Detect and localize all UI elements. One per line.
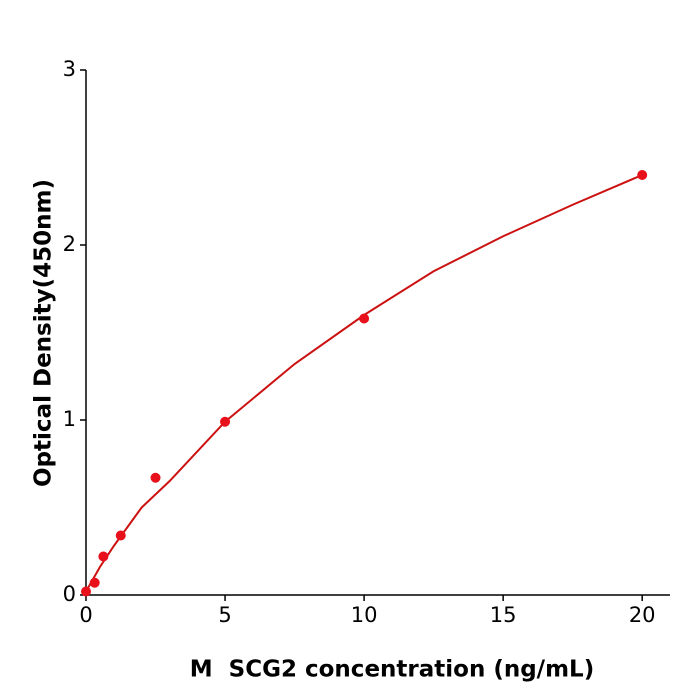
- y-axis-label: Optical Density(450nm): [31, 179, 57, 487]
- data-point: [359, 313, 370, 324]
- data-point: [89, 577, 100, 588]
- x-tick-label: 20: [629, 603, 656, 627]
- y-tick-label: 3: [63, 57, 76, 81]
- x-tick-label: 15: [490, 603, 517, 627]
- x-tick-label: 10: [351, 603, 378, 627]
- y-tick-label: 0: [63, 582, 76, 606]
- x-tick-label: 5: [218, 603, 231, 627]
- y-tick-label: 1: [63, 407, 76, 431]
- data-point: [637, 170, 648, 180]
- x-axis-label: M SCG2 concentration (ng/mL): [190, 657, 594, 683]
- data-point: [81, 586, 91, 597]
- fit-curve: [85, 174, 643, 592]
- x-tick-label: 0: [79, 603, 92, 627]
- y-tick-label: 2: [63, 232, 76, 256]
- data-point: [98, 551, 109, 562]
- data-point: [115, 530, 126, 541]
- data-point: [150, 472, 161, 483]
- data-point: [220, 416, 231, 427]
